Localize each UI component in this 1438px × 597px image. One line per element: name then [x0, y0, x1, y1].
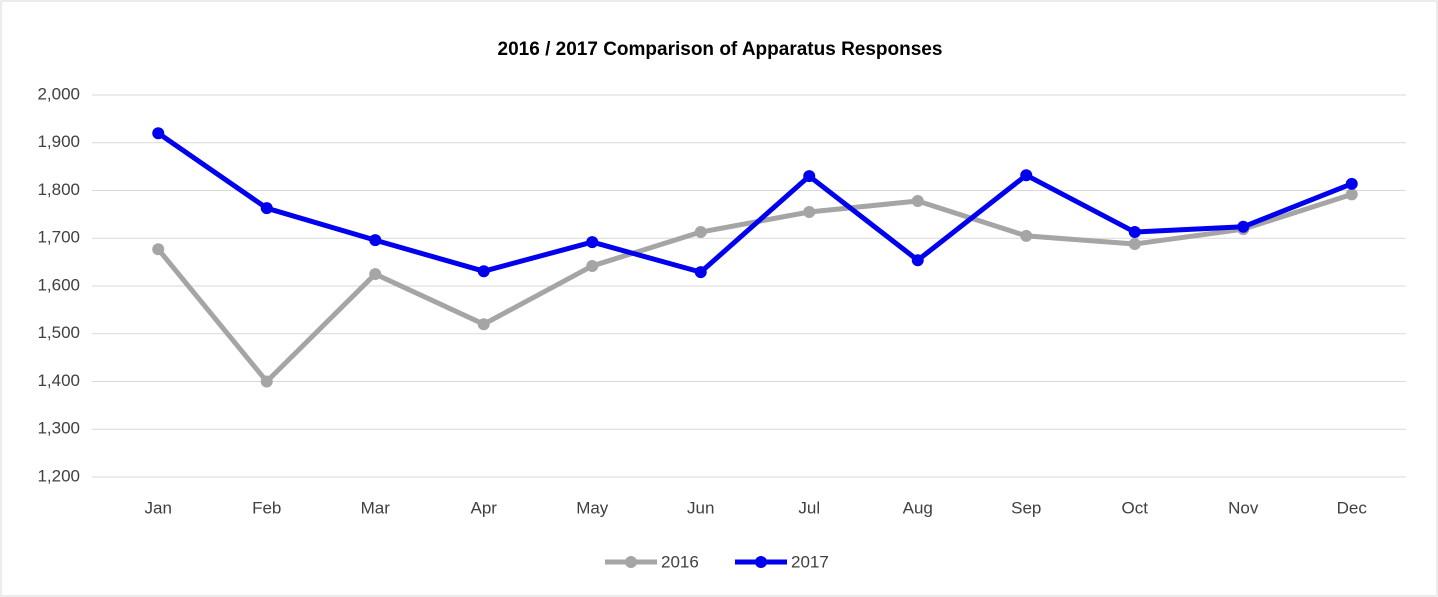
x-tick-label: Feb: [252, 498, 281, 517]
y-tick-label: 1,300: [37, 419, 80, 438]
legend-marker: [625, 556, 637, 568]
x-tick-label: Apr: [471, 498, 498, 517]
x-tick-label: Jun: [687, 498, 714, 517]
x-tick-label: Dec: [1337, 498, 1368, 517]
data-point: [694, 226, 707, 239]
data-point: [586, 259, 599, 272]
y-tick-label: 1,700: [37, 228, 80, 247]
data-point: [911, 254, 924, 267]
legend-marker: [755, 556, 767, 568]
data-point: [803, 170, 816, 183]
x-tick-label: Nov: [1228, 498, 1259, 517]
data-point: [369, 234, 382, 247]
y-tick-label: 1,800: [37, 180, 80, 199]
data-point: [911, 195, 924, 208]
y-tick-label: 1,500: [37, 323, 80, 342]
series-line: [156, 131, 1353, 275]
data-point: [152, 127, 165, 140]
x-tick-label: Jul: [798, 498, 820, 517]
data-point: [260, 375, 273, 388]
data-point: [152, 243, 165, 256]
x-tick-label: Aug: [903, 498, 933, 517]
chart-title: 2016 / 2017 Comparison of Apparatus Resp…: [498, 39, 943, 60]
data-point: [586, 236, 599, 249]
legend-label: 2017: [791, 552, 829, 571]
x-tick-label: Mar: [361, 498, 391, 517]
data-point: [803, 205, 816, 218]
y-tick-label: 1,400: [37, 371, 80, 390]
data-point: [1020, 229, 1033, 242]
data-point: [477, 265, 490, 278]
x-tick-label: Jan: [145, 498, 172, 517]
y-tick-label: 1,600: [37, 275, 80, 294]
data-point: [1345, 188, 1358, 201]
data-point: [477, 318, 490, 331]
data-point: [694, 266, 707, 279]
data-point: [1345, 177, 1358, 190]
data-point: [1020, 169, 1033, 182]
x-tick-label: May: [576, 498, 609, 517]
data-point: [1128, 237, 1141, 250]
y-tick-label: 1,900: [37, 132, 80, 151]
data-point: [369, 268, 382, 281]
x-tick-label: Oct: [1122, 498, 1149, 517]
legend-label: 2016: [661, 552, 699, 571]
data-point: [1128, 226, 1141, 239]
y-tick-label: 1,200: [37, 466, 80, 485]
y-tick-label: 2,000: [37, 84, 80, 103]
data-point: [260, 202, 273, 215]
x-tick-label: Sep: [1011, 498, 1041, 517]
data-point: [1237, 220, 1250, 233]
